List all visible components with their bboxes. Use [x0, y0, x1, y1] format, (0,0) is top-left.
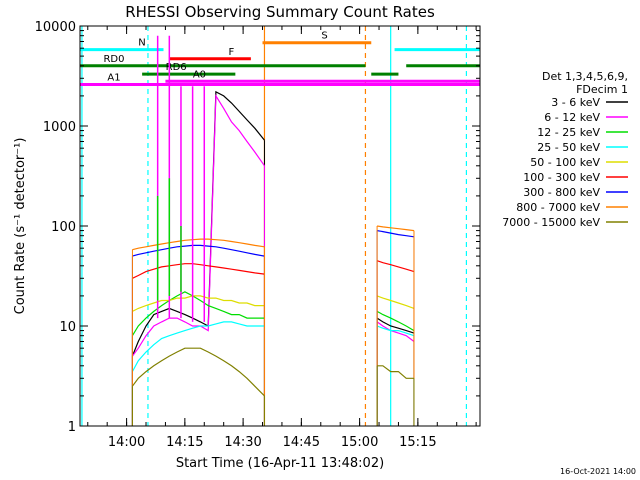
- legend-label-4: 50 - 100 keV: [530, 156, 600, 169]
- x-tick-label-4: 15:00: [341, 435, 378, 450]
- series-line-3-1: [376, 325, 415, 337]
- legend-label-1: 6 - 12 keV: [544, 111, 600, 124]
- series-line-6-0: [132, 244, 265, 257]
- series-line-1-1: [376, 321, 415, 342]
- series-line-5-1: [376, 260, 415, 273]
- series-line-2-0: [131, 291, 265, 337]
- y-tick-label-2: 100: [51, 220, 76, 235]
- x-tick-label-0: 14:00: [108, 435, 145, 450]
- x-tick-label-5: 15:15: [399, 435, 436, 450]
- series-line-4-0: [132, 295, 265, 312]
- y-tick-label-4: 10000: [35, 20, 76, 35]
- status-label-f: F: [228, 47, 234, 58]
- series-line-7-1: [377, 225, 415, 232]
- timestamp-label: 16-Oct-2021 14:00: [560, 467, 636, 476]
- series-line-3-0: [131, 321, 265, 372]
- legend-label-5: 100 - 300 keV: [523, 171, 600, 184]
- y-tick-label-0: 1: [68, 420, 76, 435]
- x-tick-label-1: 14:15: [166, 435, 203, 450]
- series-line-2-1: [376, 310, 415, 332]
- status-label-a1: A1: [107, 73, 120, 84]
- series-line-4-1: [376, 295, 415, 309]
- x-tick-label-2: 14:30: [224, 435, 261, 450]
- series-line-6-1: [376, 230, 415, 238]
- y-axis-label: Count Rate (s⁻¹ detector⁻¹): [13, 138, 28, 315]
- status-label-rd6: RD6: [166, 62, 187, 73]
- legend-label-3: 25 - 50 keV: [537, 141, 600, 154]
- y-tick-label-3: 1000: [43, 120, 76, 135]
- status-label-s: S: [321, 31, 327, 42]
- legend-label-2: 12 - 25 keV: [537, 126, 600, 139]
- status-label-rd0: RD0: [103, 54, 124, 65]
- legend-label-0: 3 - 6 keV: [551, 96, 600, 109]
- series-line-0-0: [131, 90, 265, 357]
- legend-label-6: 300 - 800 keV: [523, 186, 600, 199]
- status-label-n: N: [138, 38, 145, 49]
- chart-title: RHESSI Observing Summary Count Rates: [125, 3, 435, 21]
- x-tick-label-3: 14:45: [283, 435, 320, 450]
- series-line-8-0: [131, 347, 265, 397]
- series-lines: [131, 35, 415, 426]
- series-line-8-1: [377, 365, 414, 379]
- series-line-7-0: [132, 238, 265, 251]
- legend-label-8: 7000 - 15000 keV: [502, 216, 600, 229]
- status-bars: N F S RD0 RD6 A0 A1: [80, 31, 480, 87]
- status-label-a0: A0: [193, 69, 206, 80]
- y-tick-label-1: 10: [59, 320, 76, 335]
- legend-header-1: FDecim 1: [576, 83, 628, 96]
- series-line-5-0: [132, 263, 265, 279]
- legend-header-0: Det 1,3,4,5,6,9,: [542, 70, 628, 83]
- legend-label-7: 800 - 7000 keV: [516, 201, 600, 214]
- series-line-0-1: [376, 317, 415, 334]
- axes: 1 10 100 1000 10000 14:00 14:15 14:30 14:45 15:00…: [35, 20, 481, 450]
- x-axis-label: Start Time (16-Apr-11 13:48:02): [176, 456, 384, 471]
- series-line-1-0: [131, 93, 265, 357]
- legend: Det 1,3,4,5,6,9,FDecim 13 - 6 keV 6 - 12 …: [502, 70, 628, 229]
